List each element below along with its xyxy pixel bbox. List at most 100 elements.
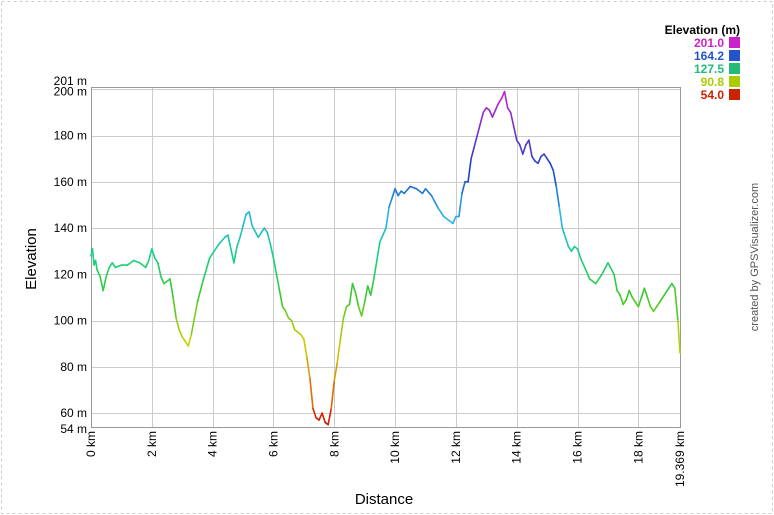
y-tick-label: 80 m [60,360,87,374]
y-tick-label: 180 m [54,129,87,143]
elevation-segment [491,109,497,118]
credit-text: created by GPSVisualizer.com [749,183,761,331]
plot-border [91,87,681,428]
elevation-segment [342,305,348,320]
elevation-segment [549,162,555,172]
legend-label: 54.0 [701,88,725,102]
elevation-segment [275,273,281,292]
elevation-segment [202,257,211,280]
elevation-segment [290,319,296,331]
y-tick-label: 201 m [54,74,87,88]
y-axis: 54 m 60 m 80 m 100 m 120 m 140 m 160 m 180 m 200… [54,74,87,436]
elevation-segment [309,377,314,410]
elevation-segment [552,169,558,188]
legend-label: 127.5 [694,62,724,76]
elevation-segment [360,301,366,317]
x-tick-label: 14 km [510,431,524,464]
elevation-segment [421,187,427,195]
elevation-segment [506,107,512,114]
x-tick-label: 4 km [206,431,220,457]
elevation-segment [512,125,518,141]
elevation-segment [619,294,624,306]
elevation-segment [263,227,269,234]
elevation-segment [458,192,463,218]
elevation-segment [461,181,466,195]
elevation-segment [415,187,424,195]
elevation-segment [409,185,418,190]
gridlines [91,87,681,428]
x-tick-label: 8 km [327,431,341,457]
legend-swatch [729,76,740,87]
elevation-segment [351,282,357,294]
elevation-segment [582,264,591,280]
elevation-segment [306,356,311,380]
elevation-segment [594,273,603,285]
elevation-segment [154,257,159,264]
elevation-segment [479,111,485,125]
elevation-segment [363,285,369,303]
elevation-segment [178,329,184,338]
elevation-segment [111,261,117,269]
elevation-segment [661,292,667,299]
elevation-segment [522,144,527,155]
elevation-segment [373,259,378,280]
elevation-segment [126,259,135,266]
elevation-segment [555,185,561,209]
elevation-segment [576,248,582,259]
x-tick-label: 10 km [388,431,402,464]
elevation-segment [579,257,585,266]
elevation-segment [625,289,631,301]
elevation-segment [488,109,494,118]
elevation-segment [628,289,634,299]
y-tick-label: 140 m [54,221,87,235]
x-axis: 0 km 2 km 4 km 6 km 8 km 10 km 12 km 14 km 16 km… [84,431,687,487]
y-tick-label: 120 m [54,267,87,281]
elevation-segment [674,287,679,322]
elevation-segment [616,289,621,296]
elevation-segment [531,155,536,162]
elevation-segment [655,301,661,308]
elevation-segment [388,197,393,209]
x-axis-title: Distance [355,491,413,508]
x-tick-label: 6 km [266,431,280,457]
elevation-segment [473,134,479,148]
elevation-segment [607,261,615,276]
elevation-segment [257,231,263,239]
elevation-segment [144,259,150,269]
elevation-segment [160,275,165,285]
elevation-segment [278,289,284,308]
elevation-segment [236,236,241,248]
elevation-segment [497,97,503,104]
elevation-segment [96,268,101,278]
elevation-segment [138,261,147,269]
elevation-segment [172,296,177,320]
legend-swatch [729,63,740,74]
elevation-segment [333,361,339,382]
elevation-segment [677,319,681,354]
elevation-segment [354,292,360,308]
elevation-segment [260,227,266,234]
elevation-segment [658,296,664,303]
elevation-segment [369,278,375,296]
elevation-segment [567,245,573,253]
elevation-segment [452,215,457,225]
elevation-segment [476,123,482,137]
elevation-segment [379,234,384,243]
elevation-segment [509,111,515,128]
elevation-segment [187,333,193,347]
x-tick-label: 0 km [84,431,98,457]
legend-label: 201.0 [694,36,724,50]
elevation-segment [230,248,235,264]
elevation-segment [664,287,670,294]
legend-label: 164.2 [694,49,724,63]
elevation-segment [394,187,399,197]
elevation-segment [105,266,111,278]
elevation-segment [239,224,244,239]
elevation-segment [99,275,104,292]
elevation-segment [91,248,95,266]
elevation-segment [403,185,412,195]
elevation-segment [385,206,390,229]
elevation-segment [588,278,597,285]
elevation-segment [169,278,174,299]
